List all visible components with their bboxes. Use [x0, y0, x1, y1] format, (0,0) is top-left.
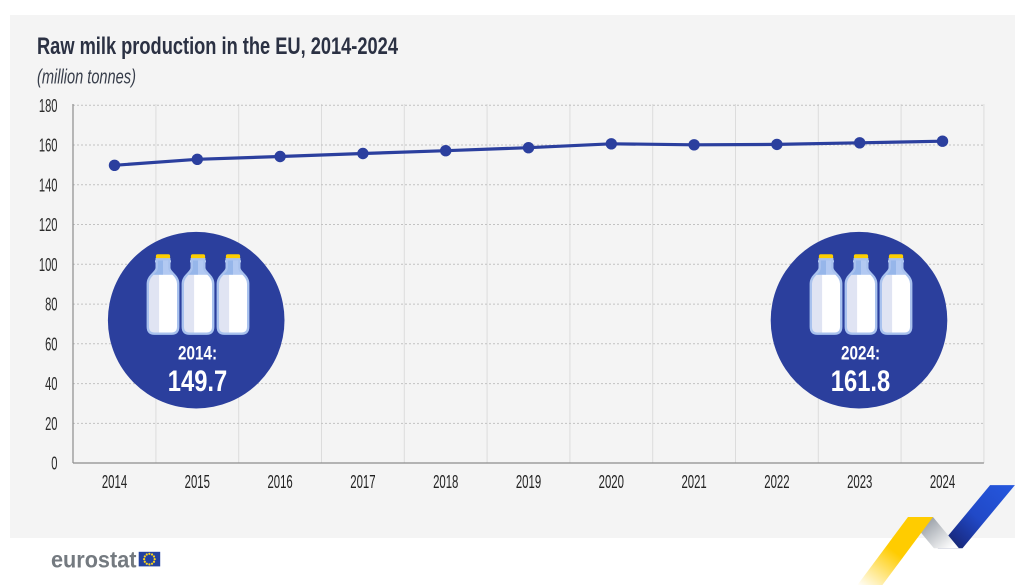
svg-text:2023: 2023 — [847, 472, 872, 492]
svg-text:2022: 2022 — [764, 472, 789, 492]
svg-text:2020: 2020 — [599, 472, 624, 492]
svg-text:40: 40 — [45, 375, 57, 396]
svg-text:2014:: 2014: — [178, 342, 217, 364]
svg-text:2018: 2018 — [433, 472, 458, 492]
svg-text:100: 100 — [39, 255, 58, 276]
svg-text:2014: 2014 — [102, 472, 127, 492]
svg-text:161.8: 161.8 — [831, 365, 890, 398]
svg-text:2017: 2017 — [350, 472, 375, 492]
svg-text:0: 0 — [51, 454, 57, 475]
svg-text:2016: 2016 — [267, 472, 292, 492]
svg-text:2024: 2024 — [930, 472, 955, 492]
svg-text:Raw milk production in the EU,: Raw milk production in the EU, 2014-2024 — [37, 34, 398, 60]
svg-text:2019: 2019 — [516, 472, 541, 492]
svg-text:149.7: 149.7 — [168, 365, 227, 398]
svg-text:2015: 2015 — [185, 472, 210, 492]
svg-text:20: 20 — [45, 414, 57, 435]
svg-text:160: 160 — [39, 136, 58, 157]
svg-text:180: 180 — [39, 96, 58, 117]
svg-text:2021: 2021 — [681, 472, 706, 492]
svg-text:60: 60 — [45, 335, 57, 356]
svg-text:120: 120 — [39, 215, 58, 236]
svg-text:(million tonnes): (million tonnes) — [37, 65, 136, 88]
svg-text:2024:: 2024: — [841, 342, 880, 364]
svg-text:140: 140 — [39, 176, 58, 197]
svg-text:80: 80 — [45, 295, 57, 316]
svg-text:eurostat: eurostat — [51, 547, 137, 573]
